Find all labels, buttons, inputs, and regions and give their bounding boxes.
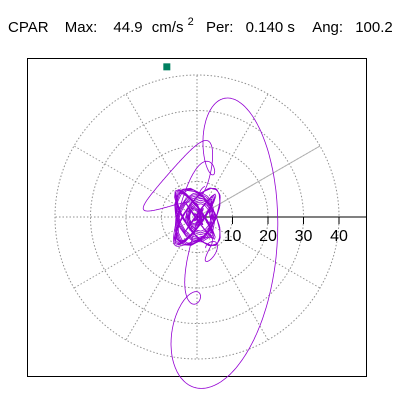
trace-path (142, 97, 279, 389)
particle-motion-trace (142, 97, 279, 389)
station-code: CPAR (8, 19, 49, 36)
max-unit-superscript: 2 (188, 16, 194, 28)
angle-value: 100.2 (355, 19, 393, 36)
radial-tick-label: 40 (330, 228, 348, 245)
radial-tick-label: 30 (295, 228, 313, 245)
grid-spoke (196, 216, 321, 289)
max-marker (163, 63, 171, 71)
grid-spoke (73, 216, 198, 289)
direction-line (196, 145, 321, 218)
max-label: Max: (65, 19, 98, 36)
grid-spoke (196, 93, 269, 218)
max-unit: cm/s (152, 19, 184, 36)
svg-text:CPAR Max: 44.9 cm/: CPAR Max: 44.9 cm/s 2 Per: 0.140 s Ang: … (8, 12, 393, 36)
period-label: Per: (206, 19, 234, 36)
period-value: 0.140 s (246, 19, 295, 36)
radial-tick-label: 10 (224, 228, 242, 245)
max-point-marker (163, 63, 171, 71)
grid-spoke (73, 145, 198, 218)
max-value: 44.9 (113, 19, 142, 36)
plot-frame (27, 58, 367, 377)
angle-label: Ang: (312, 19, 343, 36)
radial-axis: 10 20 30 40 (197, 216, 366, 245)
radial-tick-label: 20 (259, 228, 277, 245)
grid-spoke (125, 216, 198, 341)
grid-spoke (125, 93, 198, 218)
trace-core (173, 187, 221, 247)
grid-spoke (196, 216, 269, 341)
chart-header: CPAR Max: 44.9 cm/s 2 Per: 0.140 s Ang: … (8, 12, 393, 36)
